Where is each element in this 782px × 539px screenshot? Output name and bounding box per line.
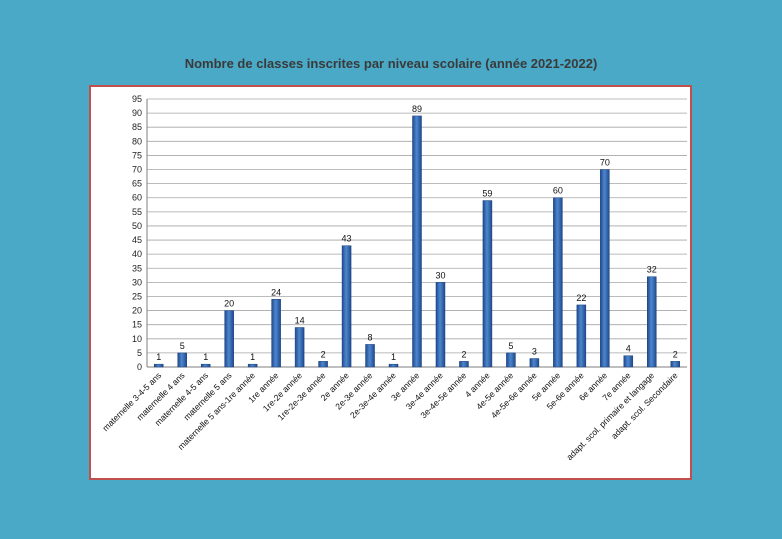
- data-label: 5: [508, 341, 513, 351]
- bar: [623, 355, 634, 368]
- y-tick-label: 50: [132, 221, 142, 231]
- data-labels: 1 5 1 20 1 24 14 2 43 8 1 89 30 2 59 5 3 60 22 70 4 32 2: [156, 104, 678, 362]
- y-tick-label: 35: [132, 263, 142, 273]
- data-label: 20: [224, 299, 234, 309]
- bar: [576, 304, 587, 368]
- data-label: 2: [461, 349, 466, 359]
- y-tick-label: 30: [132, 277, 142, 287]
- y-tick-label: 20: [132, 306, 142, 316]
- bar: [341, 245, 352, 368]
- y-tick-label: 55: [132, 207, 142, 217]
- data-label: 30: [435, 270, 445, 280]
- data-label: 1: [391, 352, 396, 362]
- data-label: 43: [342, 234, 352, 244]
- data-label: 1: [250, 352, 255, 362]
- data-label: 4: [626, 344, 631, 354]
- bar: [388, 363, 399, 368]
- y-tick-label: 65: [132, 179, 142, 189]
- bar: [318, 361, 328, 368]
- bar: [271, 299, 281, 368]
- data-label: 22: [576, 293, 586, 303]
- data-label: 70: [600, 158, 610, 168]
- bars: [153, 115, 681, 368]
- bar: [412, 115, 422, 368]
- bar: [224, 310, 234, 368]
- bar: [294, 327, 305, 368]
- chart-title: Nombre de classes inscrites par niveau s…: [184, 56, 598, 71]
- bar: [482, 200, 493, 368]
- data-label: 24: [271, 287, 281, 297]
- data-label: 3: [532, 347, 537, 357]
- y-tick-label: 60: [132, 193, 142, 203]
- bar: [600, 169, 610, 368]
- y-tick-label: 70: [132, 165, 142, 175]
- data-label: 32: [647, 265, 657, 275]
- bar: [506, 352, 516, 368]
- bar: [529, 358, 540, 368]
- y-tick-label: 0: [137, 362, 142, 372]
- y-tick-label: 90: [132, 108, 142, 118]
- bar: [459, 361, 469, 368]
- y-tick-label: 25: [132, 291, 142, 301]
- data-label: 89: [412, 104, 422, 114]
- data-label: 1: [203, 352, 208, 362]
- bar: [200, 363, 211, 368]
- bar: [435, 282, 446, 368]
- data-label: 59: [482, 189, 492, 199]
- y-tick-label: 85: [132, 122, 142, 132]
- data-label: 60: [553, 186, 563, 196]
- y-tick-label: 95: [132, 94, 142, 104]
- bar: [177, 352, 187, 368]
- data-label: 2: [673, 349, 678, 359]
- y-tick-label: 75: [132, 150, 142, 160]
- bar: [153, 363, 164, 368]
- data-label: 14: [295, 316, 305, 326]
- data-label: 2: [321, 349, 326, 359]
- y-tick-label: 40: [132, 249, 142, 259]
- data-label: 5: [180, 341, 185, 351]
- bar: [247, 363, 258, 368]
- y-tick-label: 15: [132, 320, 142, 330]
- y-tick-label: 80: [132, 136, 142, 146]
- bar: [365, 344, 375, 368]
- bar: [670, 361, 681, 368]
- chart-panel: 1 5 1 20 1 24 14 2 43 8 1 89 30 2 59 5 3 60 22 70 4 32 2 0 5 10 1…: [89, 85, 692, 480]
- y-tick-label: 10: [132, 334, 142, 344]
- bar: [553, 197, 563, 368]
- y-tick-label: 45: [132, 235, 142, 245]
- y-tick-label: 5: [137, 348, 142, 358]
- tick-labels: 05101520253035404550556065707580859095ma…: [100, 94, 679, 462]
- data-label: 8: [368, 332, 373, 342]
- data-label: 1: [156, 352, 161, 362]
- bar: [647, 276, 657, 368]
